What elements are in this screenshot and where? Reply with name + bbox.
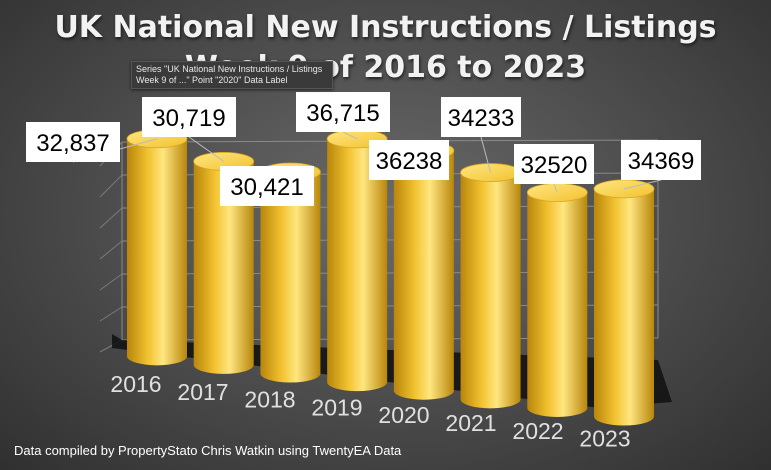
data-label-box <box>441 97 521 137</box>
x-tick-label: 2022 <box>512 418 563 444</box>
gridline-side <box>99 174 123 198</box>
data-label-box <box>514 144 594 184</box>
gridline-side <box>99 207 123 229</box>
bar-2021 <box>460 163 521 409</box>
data-label-tooltip: Series "UK National New Instructions / L… <box>131 61 333 89</box>
x-tick-label: 2021 <box>445 410 496 436</box>
data-label: 36238 <box>376 148 443 175</box>
bar-body <box>127 138 187 366</box>
chart-title-line-1: UK National New Instructions / Listings <box>54 10 717 45</box>
data-label: 34233 <box>448 105 515 132</box>
bar-body <box>594 188 654 426</box>
x-tick-label: 2017 <box>177 379 228 405</box>
data-label: 32520 <box>521 152 588 179</box>
gridline-side <box>99 240 123 260</box>
data-label-box <box>621 140 701 180</box>
data-label-box <box>369 140 449 180</box>
leader-line <box>623 179 662 190</box>
data-label: 34369 <box>628 148 695 175</box>
bar-body <box>460 172 521 409</box>
data-label-box <box>220 166 314 206</box>
leader-line <box>480 136 492 173</box>
bar-body <box>193 161 254 374</box>
bar-2016 <box>126 129 188 366</box>
data-label: 32,837 <box>36 130 109 157</box>
x-tick-label: 2020 <box>378 402 429 428</box>
data-label: 30,719 <box>152 105 225 132</box>
data-label: 30,421 <box>230 174 303 201</box>
x-tick-label: 2023 <box>579 426 630 452</box>
gridline-side <box>99 273 123 291</box>
leader-line <box>553 183 558 193</box>
x-axis-tick-labels: 2016 2017 2018 2019 2020 2021 2022 2023 <box>110 371 630 452</box>
x-tick-label: 2018 <box>244 387 295 413</box>
x-tick-label: 2016 <box>110 371 161 397</box>
leader-line <box>188 136 225 162</box>
data-source-footer: Data compiled by PropertyStato Chris Wat… <box>14 443 402 458</box>
bar-2022 <box>526 183 588 417</box>
bar-body <box>527 192 588 417</box>
tooltip-line-2: Week 9 of ..." Point "2020" Data Label <box>136 75 288 85</box>
tooltip-line-1: Series "UK National New Instructions / L… <box>136 64 323 74</box>
data-label-box <box>142 97 236 137</box>
bar-2020 <box>393 141 455 400</box>
data-label-box <box>26 122 120 162</box>
data-label: 36,715 <box>306 100 379 127</box>
data-label-box <box>296 92 390 132</box>
gridline-side <box>99 306 123 322</box>
bar-body <box>393 150 454 400</box>
bar-body <box>327 138 388 392</box>
leader-line <box>342 131 358 140</box>
bar-2023 <box>593 179 655 426</box>
bar-body <box>260 171 321 383</box>
x-tick-label: 2019 <box>311 394 362 420</box>
